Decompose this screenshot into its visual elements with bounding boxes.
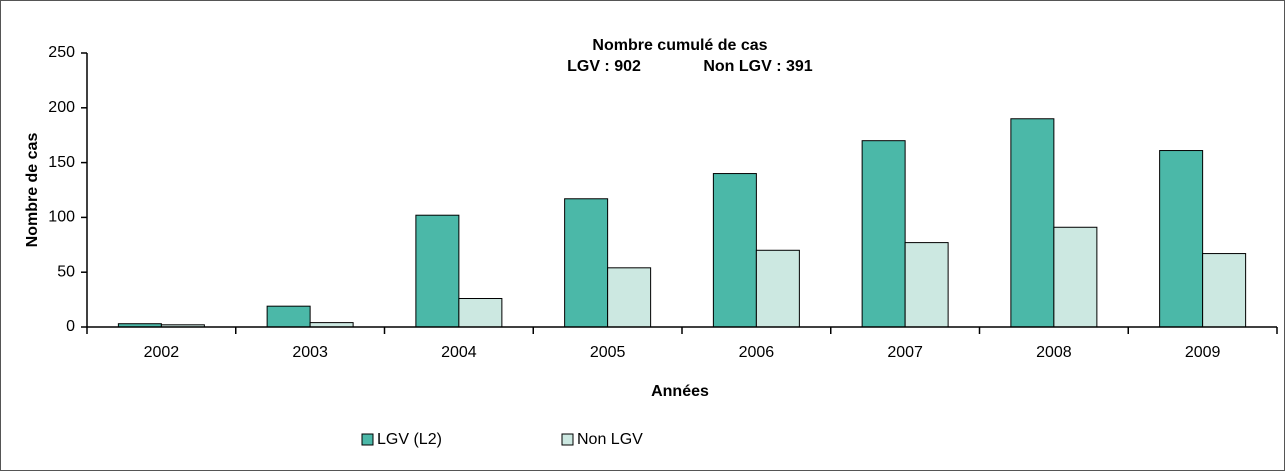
x-axis-title: Années xyxy=(651,383,709,400)
legend-label: Non LGV xyxy=(577,431,643,448)
bar xyxy=(266,305,311,328)
x-tick-label: 2008 xyxy=(1036,344,1072,361)
x-tick-label: 2006 xyxy=(739,344,775,361)
bar xyxy=(1159,150,1204,328)
y-tick-label: 250 xyxy=(48,44,75,61)
bar xyxy=(1053,226,1098,328)
y-tick-label: 50 xyxy=(57,263,75,280)
x-tick-label: 2007 xyxy=(887,344,923,361)
bar xyxy=(1202,253,1247,328)
bar xyxy=(1010,118,1055,328)
annotation: Non LGV : 391 xyxy=(703,58,812,75)
legend-swatch xyxy=(561,433,574,446)
x-tick-label: 2003 xyxy=(292,344,328,361)
annotation: LGV : 902 xyxy=(567,58,641,75)
bar xyxy=(415,214,460,328)
x-tick-label: 2002 xyxy=(144,344,180,361)
legend-label: LGV (L2) xyxy=(377,431,442,448)
bar xyxy=(607,267,652,328)
bar xyxy=(755,249,800,328)
bar xyxy=(458,298,503,328)
y-tick-label: 150 xyxy=(48,154,75,171)
bar xyxy=(712,173,757,328)
y-tick-label: 0 xyxy=(66,318,75,335)
chart-title: Nombre cumulé de cas xyxy=(592,37,767,54)
x-tick-label: 2005 xyxy=(590,344,626,361)
x-tick-label: 2009 xyxy=(1185,344,1221,361)
y-tick-label: 100 xyxy=(48,209,75,226)
bar xyxy=(564,198,609,328)
bar xyxy=(861,140,906,328)
legend-swatch xyxy=(361,433,374,446)
y-axis-title: Nombre de cas xyxy=(24,133,41,248)
bar xyxy=(904,242,949,328)
x-tick-label: 2004 xyxy=(441,344,477,361)
y-tick-label: 200 xyxy=(48,99,75,116)
